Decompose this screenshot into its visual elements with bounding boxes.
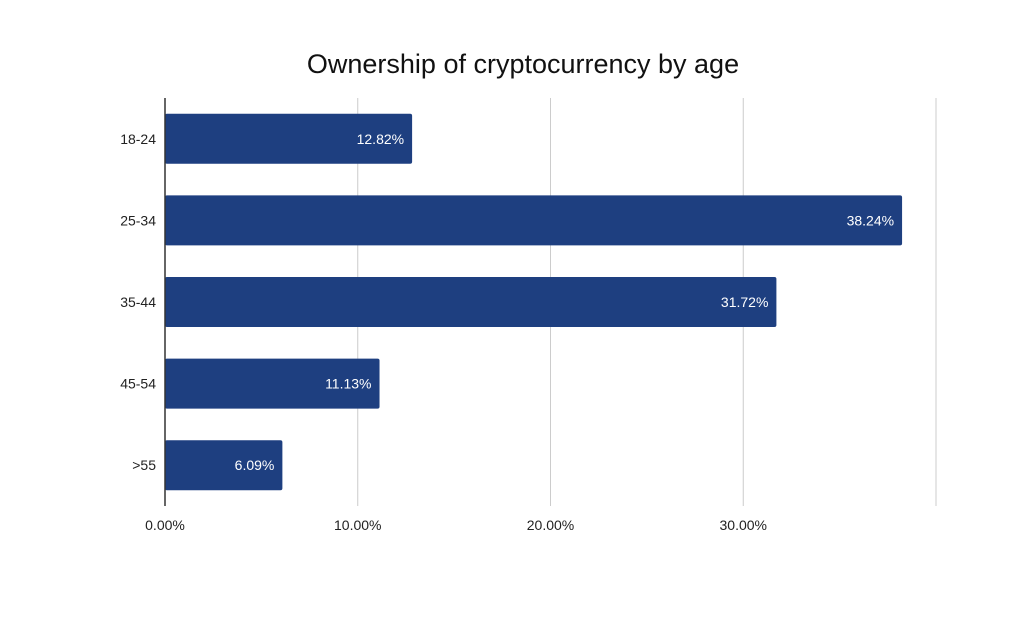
bar-45-54 xyxy=(165,358,380,409)
y-tick-label: 45-54 xyxy=(120,376,156,392)
data-label: 11.13% xyxy=(325,376,371,392)
data-label: 38.24% xyxy=(847,212,894,228)
bar-25-34 xyxy=(165,195,903,246)
y-tick-label: >55 xyxy=(132,457,156,473)
bar-18-24 xyxy=(165,113,413,164)
y-tick-label: 18-24 xyxy=(120,131,156,147)
data-label: 12.82% xyxy=(357,131,404,147)
labels: 12.82% 18-24 38.24% 25-34 31.72% 35-44 11.13% 4… xyxy=(120,131,894,533)
bar-35-44 xyxy=(165,277,777,327)
bars xyxy=(165,113,903,491)
y-tick-label: 25-34 xyxy=(120,212,156,228)
chart-title: Ownership of cryptocurrency by age xyxy=(307,49,739,79)
x-tick-label: 30.00% xyxy=(720,517,767,533)
x-tick-label: 20.00% xyxy=(527,517,574,533)
bar-55 xyxy=(165,440,283,491)
x-tick-label: 0.00% xyxy=(145,517,185,533)
x-tick-label: 10.00% xyxy=(334,517,381,533)
data-label: 6.09% xyxy=(235,457,275,473)
data-label: 31.72% xyxy=(721,294,768,310)
y-tick-label: 35-44 xyxy=(120,294,156,310)
